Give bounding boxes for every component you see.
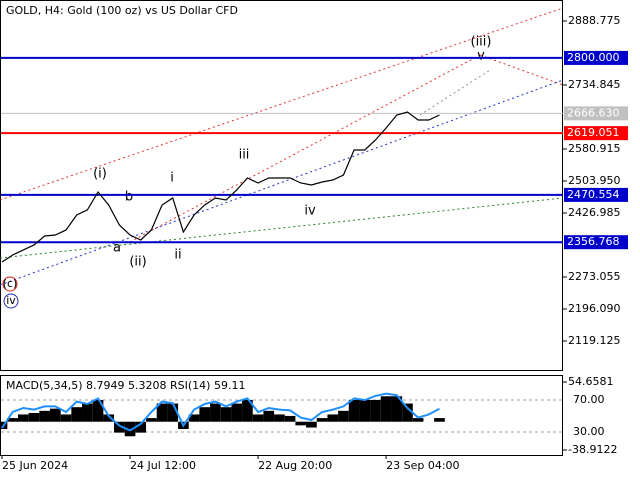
wave-label: (i): [93, 167, 107, 182]
macd-bar: [348, 399, 360, 422]
x-tick-label: 24 Jul 12:00: [130, 459, 196, 472]
macd-bar: [359, 399, 371, 422]
y-tick-label: 2734.845: [568, 78, 621, 91]
wave-label: (c): [3, 277, 18, 290]
y-tick-label: 2580.915: [568, 142, 621, 155]
y-tick-label: 2426.985: [568, 206, 621, 219]
macd-bar: [92, 399, 104, 422]
price-label: 2800.000: [567, 51, 620, 64]
y-tick-label: 2273.055: [568, 270, 621, 283]
macd-bar: [39, 410, 51, 422]
price-line: [1, 111, 440, 263]
macd-bar: [103, 414, 115, 422]
macd-bar: [434, 418, 445, 422]
macd-bar: [338, 410, 349, 422]
macd-bar: [402, 403, 413, 422]
wave-label: a: [113, 241, 121, 256]
macd-bar: [188, 414, 200, 422]
wave-label: b: [125, 190, 133, 205]
macd-bar: [220, 407, 232, 422]
price-label: 2356.768: [567, 235, 620, 248]
indicator-title: MACD(5,34,5) 8.7949 5.3208 RSI(14) 59.11: [6, 379, 245, 392]
macd-bar: [231, 403, 243, 422]
macd-bar: [135, 421, 147, 433]
macd-bar: [82, 403, 93, 422]
trend-lines: [0, 7, 564, 286]
wave-labels: (i) b a (ii) i ii iii iv (iii) v (c) iv: [2, 35, 492, 309]
wave-label: ii: [174, 248, 181, 263]
macd-bar: [71, 407, 83, 422]
channel-line: [0, 197, 564, 259]
macd-bar: [114, 421, 125, 433]
y-tick-label: 54.6581: [568, 375, 614, 388]
macd-bar: [199, 407, 211, 422]
macd-bar: [18, 414, 29, 422]
macd-bar: [210, 403, 221, 422]
y-tick-label: 2503.950: [568, 174, 621, 187]
macd-bar: [28, 413, 40, 422]
macd-bar: [242, 399, 253, 422]
macd-bar: [263, 410, 275, 422]
x-tick-label: 22 Aug 20:00: [258, 459, 332, 472]
macd-bar: [370, 399, 381, 422]
channel-line: [0, 7, 564, 201]
macd-bar: [146, 418, 157, 422]
price-label-box: [564, 235, 628, 250]
chart-title: GOLD, H4: Gold (100 oz) vs US Dollar CFD: [6, 4, 238, 17]
main-frame: [0, 0, 563, 371]
y-tick-label: 70.00: [573, 393, 605, 406]
macd-bar: [7, 418, 19, 422]
x-tick-label: 25 Jun 2024: [2, 459, 68, 472]
channel-line: [419, 69, 491, 116]
macd-bar: [252, 414, 264, 422]
y-tick-label: -38.9122: [568, 443, 617, 456]
macd-bar: [316, 418, 328, 422]
wave-label: i: [170, 171, 174, 186]
y-tick-label: 30.00: [573, 425, 605, 438]
price-label-box: [564, 50, 628, 65]
wave-circle: [3, 293, 19, 309]
rsi-line: [1, 392, 440, 432]
price-label-box: [564, 106, 628, 121]
channel-line: [129, 54, 481, 243]
macd-bar: [284, 415, 296, 422]
y-tick-label: 2888.775: [568, 14, 621, 27]
price-label-box: [564, 187, 628, 202]
macd-bar: [306, 421, 317, 428]
wave-label: iv: [6, 294, 16, 307]
price-label: 2470.554: [567, 188, 620, 201]
macd-bar: [295, 421, 307, 426]
macd-bar: [327, 414, 339, 422]
macd-bar: [167, 403, 179, 422]
wave-label: v: [477, 49, 485, 64]
macd-bar: [156, 403, 168, 422]
macd-bar: [60, 414, 72, 422]
price-label: 2666.630: [567, 106, 620, 119]
wave-label: iii: [239, 148, 250, 163]
wave-label: (iii): [471, 35, 492, 50]
wave-label: (ii): [129, 255, 146, 270]
wave-label: iv: [304, 204, 316, 219]
y-tick-label: 2119.125: [568, 334, 621, 347]
macd-bar: [412, 418, 424, 422]
price-label: 2619.051: [567, 126, 620, 139]
macd-bar: [391, 396, 403, 422]
x-tick-label: 23 Sep 04:00: [386, 459, 459, 472]
wave-circle: [2, 276, 18, 292]
price-label-box: [564, 126, 628, 141]
macd-bar: [124, 421, 136, 437]
y-tick-label: 2196.090: [568, 302, 621, 315]
macd-bar: [380, 396, 392, 422]
macd-bar: [50, 408, 61, 422]
macd-bar: [274, 414, 285, 422]
